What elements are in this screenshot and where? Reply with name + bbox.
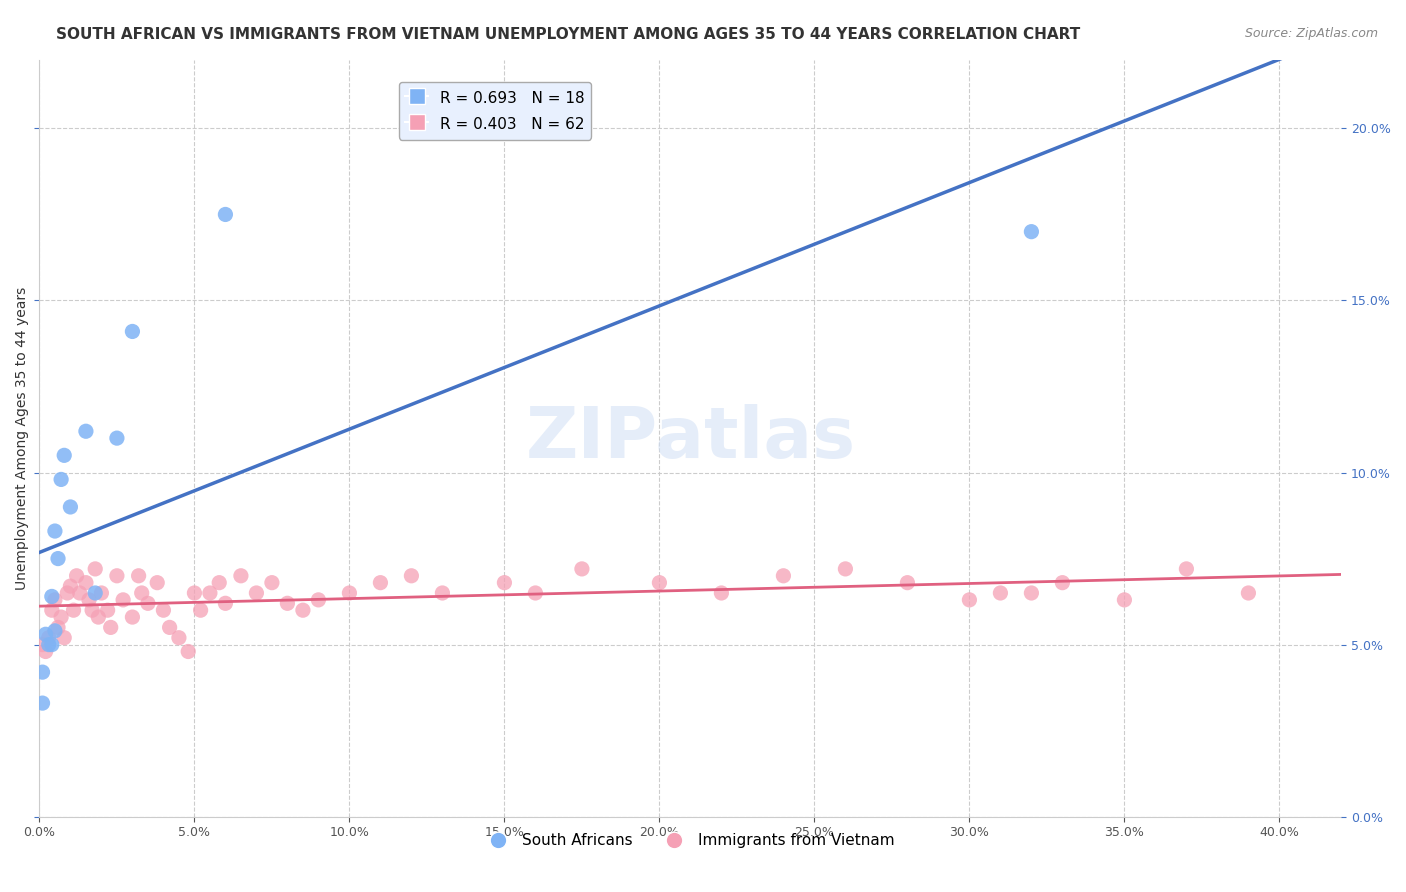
Point	[34, 627, 56, 641]
Point	[152, 603, 174, 617]
Point	[276, 596, 298, 610]
Point	[710, 586, 733, 600]
Point	[339, 586, 361, 600]
Point	[31, 638, 53, 652]
Text: SOUTH AFRICAN VS IMMIGRANTS FROM VIETNAM UNEMPLOYMENT AMONG AGES 35 TO 44 YEARS : SOUTH AFRICAN VS IMMIGRANTS FROM VIETNAM…	[56, 27, 1080, 42]
Point	[87, 610, 110, 624]
Point	[370, 575, 392, 590]
Point	[84, 586, 107, 600]
Point	[307, 593, 329, 607]
Point	[59, 500, 82, 514]
Text: Source: ZipAtlas.com: Source: ZipAtlas.com	[1244, 27, 1378, 40]
Point	[177, 644, 200, 658]
Point	[49, 472, 72, 486]
Point	[1175, 562, 1198, 576]
Point	[77, 593, 100, 607]
Point	[105, 568, 128, 582]
Point	[128, 568, 150, 582]
Point	[49, 610, 72, 624]
Point	[44, 624, 66, 638]
Point	[131, 586, 153, 600]
Point	[1114, 593, 1136, 607]
Point	[121, 610, 143, 624]
Point	[834, 562, 856, 576]
Point	[100, 620, 122, 634]
Point	[41, 603, 63, 617]
Point	[44, 593, 66, 607]
Point	[34, 644, 56, 658]
Point	[183, 586, 205, 600]
Point	[214, 207, 236, 221]
Point	[167, 631, 190, 645]
Point	[75, 575, 97, 590]
Point	[245, 586, 267, 600]
Point	[146, 575, 169, 590]
Point	[648, 575, 671, 590]
Point	[46, 551, 69, 566]
Point	[41, 590, 63, 604]
Point	[136, 596, 159, 610]
Point	[82, 603, 104, 617]
Point	[31, 696, 53, 710]
Point	[260, 575, 283, 590]
Point	[1052, 575, 1074, 590]
Point	[432, 586, 454, 600]
Point	[208, 575, 231, 590]
Point	[772, 568, 794, 582]
Point	[121, 325, 143, 339]
Point	[38, 638, 60, 652]
Point	[53, 631, 76, 645]
Point	[84, 562, 107, 576]
Point	[190, 603, 212, 617]
Point	[1237, 586, 1260, 600]
Point	[112, 593, 135, 607]
Point	[291, 603, 314, 617]
Point	[990, 586, 1012, 600]
Y-axis label: Unemployment Among Ages 35 to 44 years: Unemployment Among Ages 35 to 44 years	[15, 286, 30, 590]
Point	[1021, 586, 1043, 600]
Point	[56, 586, 79, 600]
Point	[1021, 225, 1043, 239]
Point	[90, 586, 112, 600]
Point	[41, 638, 63, 652]
Point	[59, 579, 82, 593]
Point	[957, 593, 980, 607]
Legend: South Africans, Immigrants from Vietnam: South Africans, Immigrants from Vietnam	[481, 827, 901, 855]
Point	[159, 620, 181, 634]
Point	[198, 586, 221, 600]
Point	[494, 575, 516, 590]
Point	[62, 603, 84, 617]
Point	[46, 620, 69, 634]
Point	[229, 568, 252, 582]
Point	[44, 524, 66, 538]
Point	[105, 431, 128, 445]
Point	[571, 562, 593, 576]
Point	[38, 631, 60, 645]
Point	[53, 448, 76, 462]
Point	[31, 665, 53, 680]
Point	[896, 575, 918, 590]
Point	[524, 586, 547, 600]
Text: ZIPatlas: ZIPatlas	[526, 404, 855, 473]
Point	[65, 568, 87, 582]
Point	[97, 603, 120, 617]
Point	[214, 596, 236, 610]
Point	[75, 424, 97, 438]
Point	[401, 568, 423, 582]
Point	[69, 586, 91, 600]
